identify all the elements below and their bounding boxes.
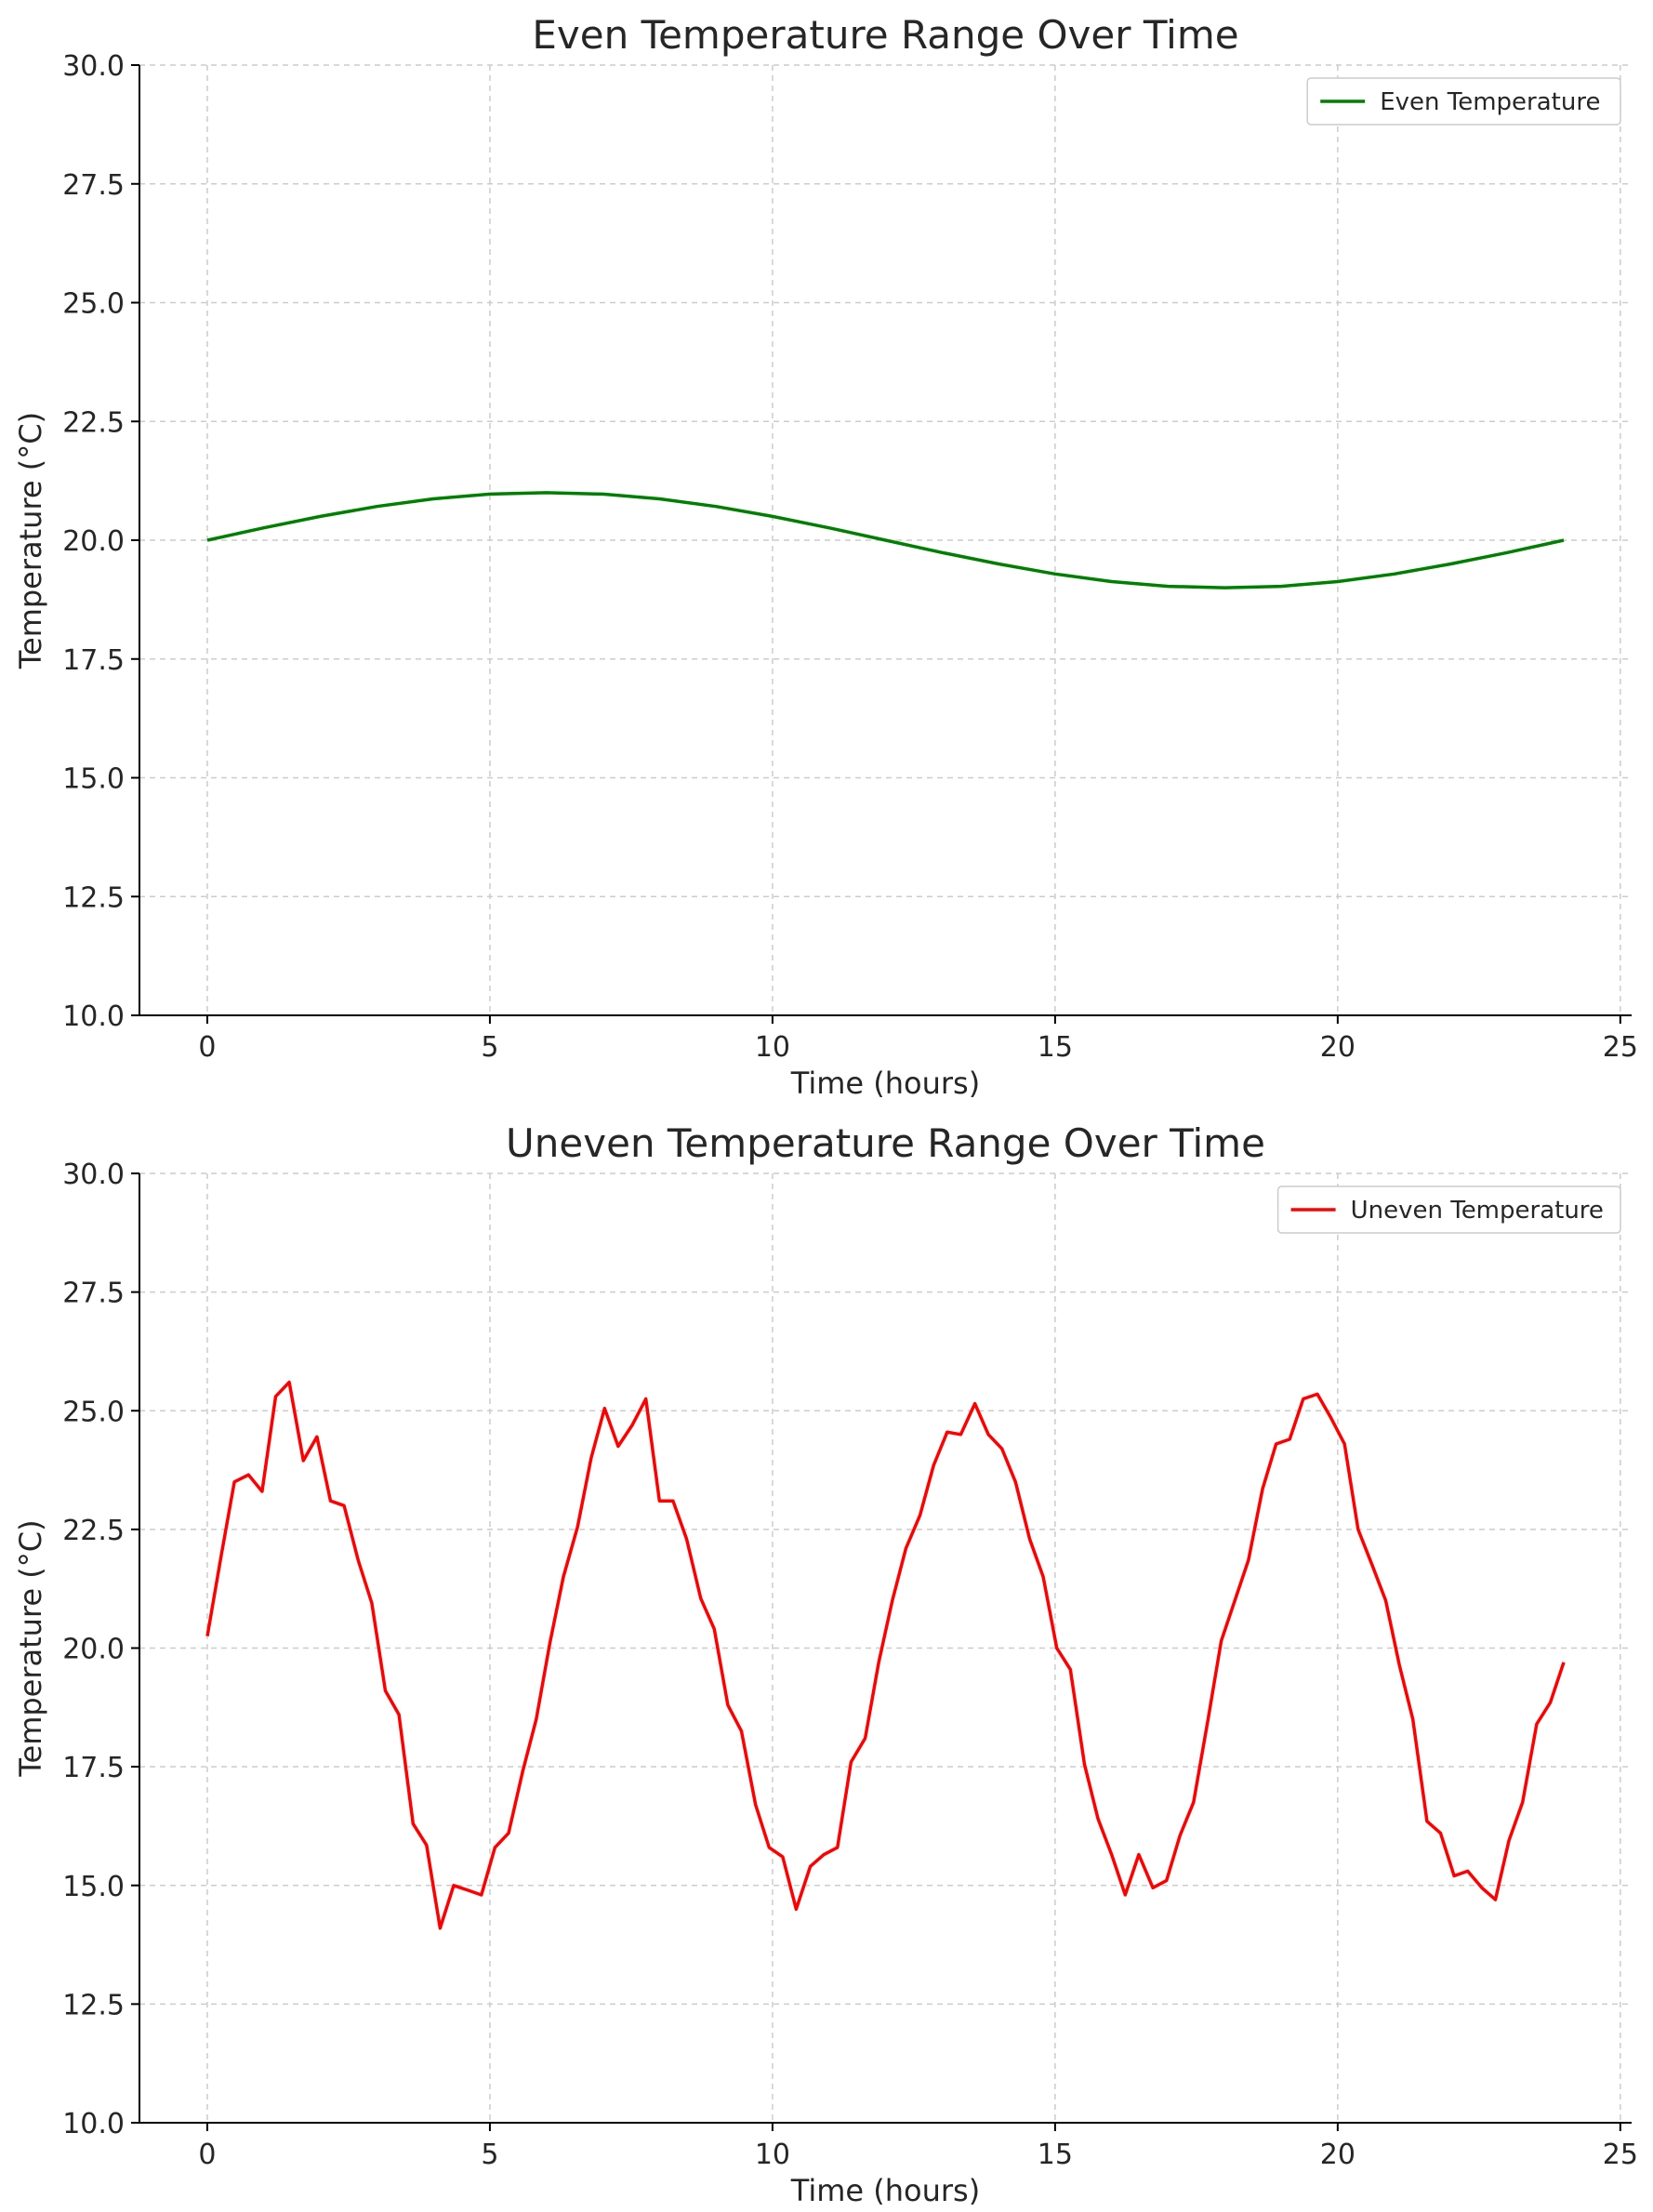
y-tick-label: 27.5 xyxy=(62,169,125,202)
even-temperature-chart: 0 5 10 15 20 25 10.0 12.5 15.0 17.5 20.0 22.5 25.0 2… xyxy=(13,12,1638,1101)
x-tick-label: 25 xyxy=(1603,1031,1638,1064)
y-tick-label: 25.0 xyxy=(62,288,125,321)
series-line xyxy=(206,491,1565,589)
x-tick-label: 5 xyxy=(481,1031,498,1064)
y-tick-label: 12.5 xyxy=(62,1989,125,2021)
x-axis-ticks: 0 5 10 15 20 25 xyxy=(198,2123,1638,2171)
legend-label-uneven-temperature: Uneven Temperature xyxy=(1351,1197,1604,1225)
y-tick-label: 12.5 xyxy=(62,881,125,914)
series-lines xyxy=(205,1380,1566,1930)
x-tick-label: 10 xyxy=(755,1031,790,1064)
legend: Uneven Temperature xyxy=(1276,1185,1621,1234)
y-axis-label: Temperature (°C) xyxy=(13,1519,48,1777)
x-axis-label: Time (hours) xyxy=(790,1066,980,1101)
x-axis-label: Time (hours) xyxy=(790,2173,980,2208)
y-tick-label: 10.0 xyxy=(62,1000,125,1033)
y-tick-label: 17.5 xyxy=(62,644,125,677)
x-tick-label: 15 xyxy=(1038,1031,1073,1064)
uneven-temperature-chart: 0 5 10 15 20 25 10.0 12.5 15.0 17.5 20.0 22.5 25.0 2… xyxy=(13,1120,1638,2208)
series-lines xyxy=(206,491,1565,589)
y-axis-ticks: 10.0 12.5 15.0 17.5 20.0 22.5 25.0 27.5 30.0 xyxy=(62,1159,139,2140)
y-tick-label: 22.5 xyxy=(62,1515,125,1547)
y-tick-label: 30.0 xyxy=(62,50,125,83)
y-tick-label: 27.5 xyxy=(62,1278,125,1310)
y-tick-label: 15.0 xyxy=(62,763,125,796)
y-tick-label: 22.5 xyxy=(62,406,125,439)
y-tick-label: 17.5 xyxy=(62,1752,125,1784)
y-tick-label: 25.0 xyxy=(62,1396,125,1428)
y-tick-label: 10.0 xyxy=(62,2108,125,2140)
chart-title: Even Temperature Range Over Time xyxy=(532,12,1238,58)
y-tick-label: 20.0 xyxy=(62,1634,125,1666)
x-tick-label: 20 xyxy=(1320,1031,1355,1064)
x-tick-label: 5 xyxy=(481,2139,498,2171)
y-tick-label: 30.0 xyxy=(62,1159,125,1191)
y-tick-label: 20.0 xyxy=(62,525,125,558)
y-axis-label: Temperature (°C) xyxy=(13,412,48,669)
x-tick-label: 25 xyxy=(1603,2139,1638,2171)
legend: Even Temperature xyxy=(1306,77,1621,126)
x-tick-label: 10 xyxy=(755,2139,790,2171)
series-line xyxy=(205,1380,1566,1930)
y-tick-label: 15.0 xyxy=(62,1871,125,1903)
x-tick-label: 0 xyxy=(198,2139,216,2171)
y-axis-ticks: 10.0 12.5 15.0 17.5 20.0 22.5 25.0 27.5 30.0 xyxy=(62,50,139,1033)
legend-box xyxy=(1276,1185,1621,1234)
chart-title: Uneven Temperature Range Over Time xyxy=(506,1120,1265,1166)
x-tick-label: 0 xyxy=(198,1031,216,1064)
grid-lines xyxy=(139,1172,1632,2124)
x-tick-label: 15 xyxy=(1038,2139,1073,2171)
legend-box xyxy=(1306,77,1621,126)
x-tick-label: 20 xyxy=(1320,2139,1355,2171)
legend-label-even-temperature: Even Temperature xyxy=(1380,88,1600,116)
x-axis-ticks: 0 5 10 15 20 25 xyxy=(198,1015,1638,1064)
